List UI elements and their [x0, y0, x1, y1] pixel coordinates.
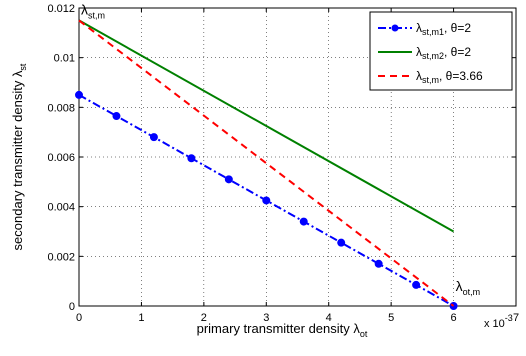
annotation-lambda-st-m: λst,m [81, 1, 105, 20]
y-tick-label: 0.012 [47, 3, 75, 15]
x-axis-label-sub: ot [360, 329, 368, 339]
series-1-point [412, 280, 421, 289]
x-axis-label-text: primary transmitter density λ [197, 321, 361, 336]
legend-label-suffix: , θ=2 [444, 45, 471, 59]
x-tick-label: 1 [138, 312, 144, 324]
series-line-2 [78, 19, 455, 233]
annotation-base: λ [81, 1, 88, 17]
series-1-point [374, 259, 383, 268]
series-1-point [149, 133, 158, 142]
y-axis-label-text: secondary transmitter density λ [10, 70, 25, 250]
y-tick-label: 0 [69, 301, 75, 313]
legend-label-3: λst,m, θ=3.66 [416, 69, 483, 85]
legend-label-sub: st,m1 [422, 27, 444, 37]
x-tick-label: 5 [388, 312, 394, 324]
legend-label-base: λ [416, 21, 422, 35]
x-tick-label: 7 [513, 312, 519, 324]
series-1-point [262, 196, 271, 205]
x-tick-label: 4 [326, 312, 332, 324]
x-exponent-base: x 10 [484, 318, 505, 330]
annotation-sub: st,m [88, 10, 105, 20]
y-tick-label: 0.006 [47, 152, 75, 164]
y-tick-label: 0.01 [54, 53, 75, 65]
legend-label-2: λst,m2, θ=2 [416, 45, 471, 61]
annotation-sub: ot,m [463, 287, 481, 297]
x-tick-label: 6 [451, 312, 457, 324]
x-exponent-power: -3 [505, 313, 513, 323]
legend-label-sub: st,m2 [422, 51, 444, 61]
legend-marker-1 [391, 24, 399, 32]
y-tick-label: 0.008 [47, 102, 75, 114]
y-axis-label: secondary transmitter density λst [10, 63, 28, 250]
legend-label-1: λst,m1, θ=2 [416, 21, 471, 37]
legend-label-sub: st,m [422, 75, 439, 85]
annotation-base: λ [456, 278, 463, 294]
x-exponent-label: x 10-3 [484, 313, 513, 330]
series-1-point [112, 112, 121, 121]
y-axis-label-sub: st [18, 63, 28, 71]
y-tick-label: 0.002 [47, 251, 75, 263]
legend-label-suffix: , θ=3.66 [439, 69, 483, 83]
x-axis-label: primary transmitter density λot [197, 321, 368, 339]
x-tick-label: 2 [201, 312, 207, 324]
annotation-lambda-ot-m: λot,m [456, 278, 481, 297]
series-1-point [299, 217, 308, 226]
legend-label-base: λ [416, 69, 422, 83]
legend-label-suffix: , θ=2 [444, 21, 471, 35]
series-1-point [187, 154, 196, 163]
y-tick-label: 0.004 [47, 202, 75, 214]
series-1-point [337, 238, 346, 247]
series-1-point [224, 175, 233, 184]
series-1-point [75, 90, 83, 99]
legend-label-base: λ [416, 45, 422, 59]
x-tick-label: 3 [263, 312, 269, 324]
x-tick-label: 0 [76, 312, 82, 324]
series-line-3 [78, 19, 455, 307]
